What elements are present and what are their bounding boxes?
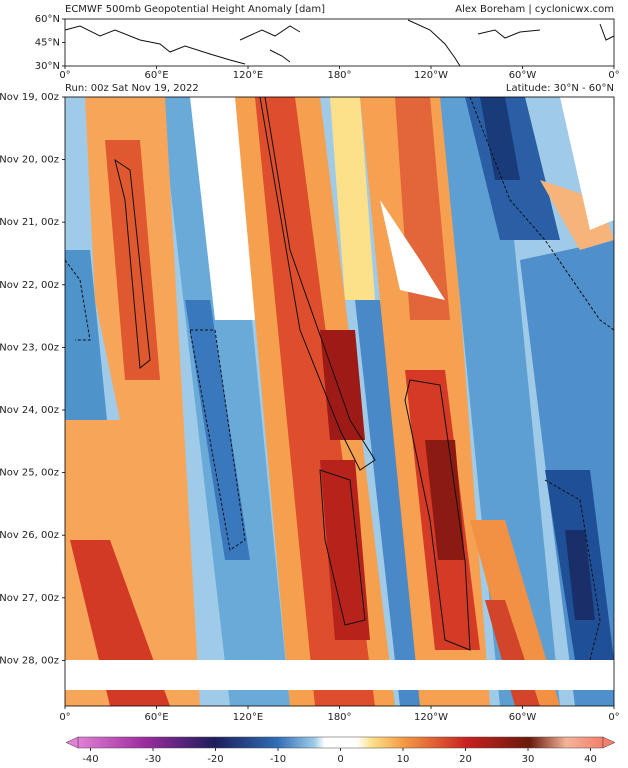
x-tick-label: 60°E [144,70,168,81]
y-tick-label: Nov 27, 00z [0,593,59,604]
colorbar-tick-label: 10 [397,754,410,765]
y-tick-label: Nov 19, 00z [0,92,59,103]
x-tick-label: 0° [59,712,70,723]
x-tick-label: 120°E [233,712,263,723]
colorbar-tick-label: 40 [584,754,597,765]
anomaly-field [65,97,614,706]
x-tick-label: 0° [59,70,70,81]
y-tick-label: Nov 21, 00z [0,217,59,228]
map-y-tick-label: 45°N [35,38,60,49]
x-tick-label: 120°W [414,70,448,81]
map-y-tick-label: 30°N [35,61,60,72]
colorbar-tick-label: 20 [459,754,472,765]
map-panel [64,18,615,67]
map-y-tick-label: 60°N [35,14,60,25]
chart-title: ECMWF 500mb Geopotential Height Anomaly … [65,4,325,15]
x-tick-label: 120°E [233,70,263,81]
x-tick-label: 180° [327,712,351,723]
y-tick-label: Nov 26, 00z [0,530,59,541]
y-tick-label: Nov 28, 00z [0,655,59,666]
x-tick-label: 60°W [509,70,537,81]
colorbar-tick-label: -40 [82,754,98,765]
x-tick-label: 60°E [144,712,168,723]
credit: Alex Boreham | cyclonicwx.com [455,4,614,15]
colorbar [65,736,616,749]
y-tick-label: Nov 24, 00z [0,405,59,416]
y-tick-label: Nov 22, 00z [0,280,59,291]
colorbar-tick-label: -10 [270,754,286,765]
colorbar-tick-label: 0 [337,754,343,765]
x-tick-label: 120°W [414,712,448,723]
colorbar-tick-label: -20 [207,754,223,765]
colorbar-tick-label: 30 [522,754,535,765]
y-tick-label: Nov 25, 00z [0,468,59,479]
x-tick-label: 0° [608,712,619,723]
x-tick-label: 0° [608,70,619,81]
x-tick-label: 180° [327,70,351,81]
run-label: Run: 00z Sat Nov 19, 2022 [65,83,199,94]
y-tick-label: Nov 23, 00z [0,342,59,353]
colorbar-tick-label: -30 [145,754,161,765]
x-tick-label: 60°W [509,712,537,723]
y-tick-label: Nov 20, 00z [0,155,59,166]
latitude-label: Latitude: 30°N - 60°N [506,83,614,94]
